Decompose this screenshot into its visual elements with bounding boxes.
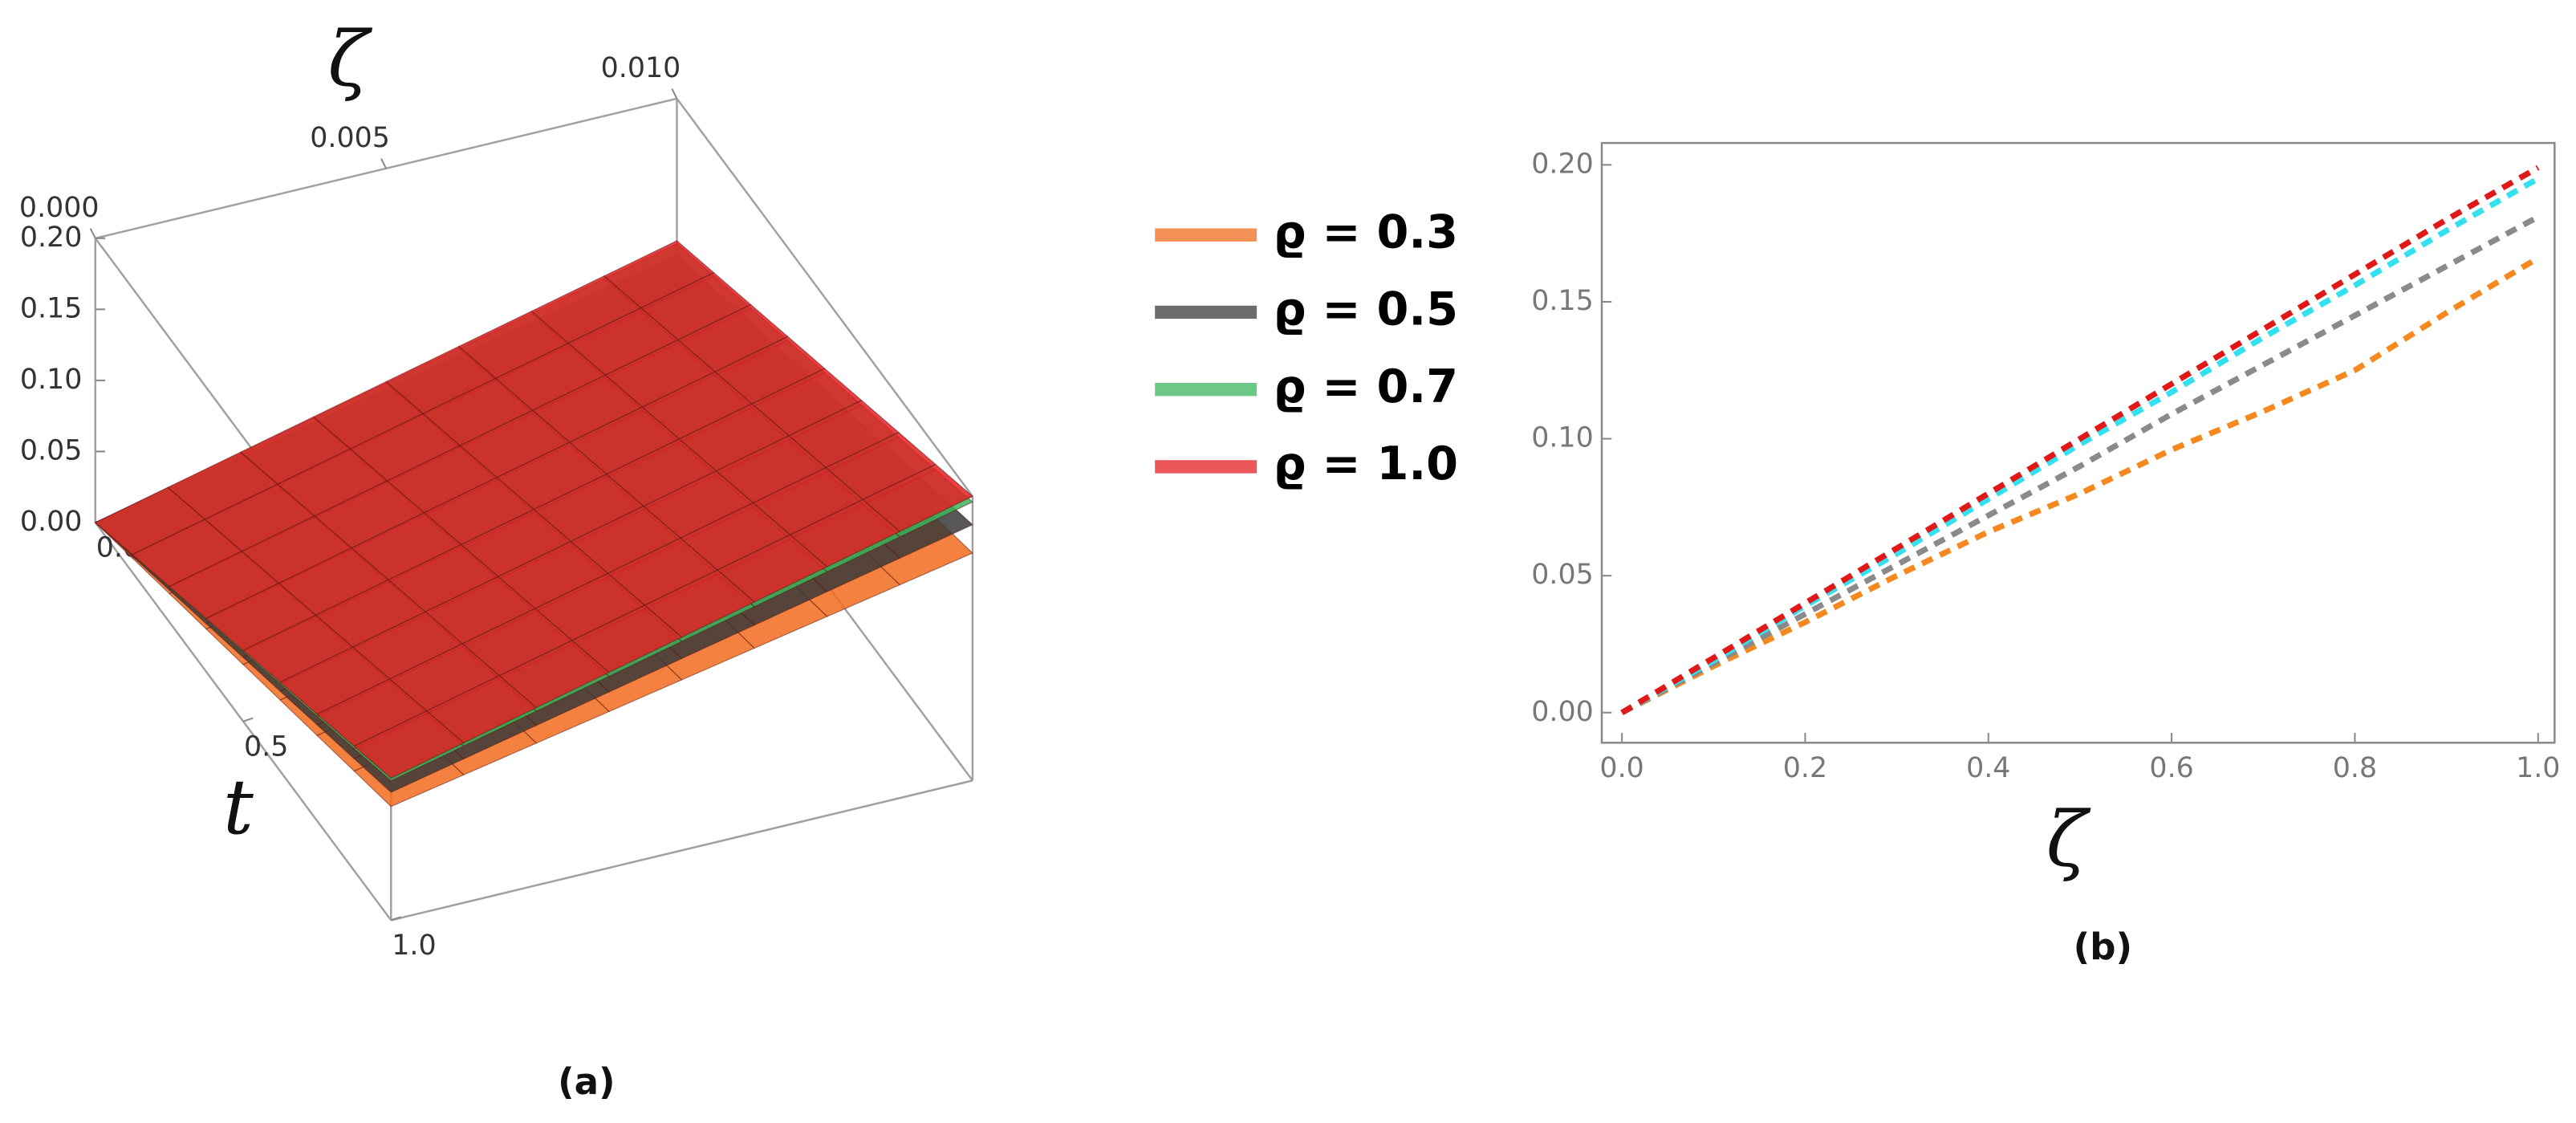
- y-tick: [242, 717, 254, 722]
- y-tick: [390, 916, 401, 922]
- x-tick: [380, 158, 388, 169]
- box-edge: [390, 779, 973, 922]
- x-tick-label: 0.000: [19, 192, 100, 224]
- y-tick-label: 1.0: [392, 930, 436, 962]
- legend-label: ϱ = 0.7: [1274, 360, 1458, 413]
- x-axis-label: ζ: [2046, 797, 2091, 885]
- series-line: [1620, 214, 2540, 715]
- y-tick-label: 0.00: [1531, 696, 1593, 728]
- y-tick-label: 0.05: [1531, 559, 1593, 591]
- legend-label: ϱ = 0.5: [1274, 283, 1458, 336]
- caption: (b): [2074, 926, 2132, 968]
- x-tick-label: 0.6: [2149, 752, 2193, 784]
- box-edge: [676, 98, 973, 497]
- series-line: [1620, 165, 2540, 715]
- x-tick-label: 0.005: [310, 122, 390, 154]
- caption: (a): [558, 1060, 616, 1103]
- z-tick-label: 0.20: [20, 222, 82, 254]
- legend-label: ϱ = 0.3: [1274, 205, 1458, 258]
- x-tick-label: 0.8: [2333, 752, 2377, 784]
- z-tick-label: 0.05: [20, 434, 82, 466]
- x-tick-label: 0.0: [1599, 752, 1644, 784]
- x-tick-label: 1.0: [2516, 752, 2560, 784]
- y-tick-label: 0.15: [1531, 285, 1593, 317]
- x-tick-label: 0.2: [1783, 752, 1827, 784]
- x-tick-label: 0.4: [1966, 752, 2010, 784]
- t-axis-label: t: [223, 764, 254, 852]
- z-tick-label: 0.10: [20, 364, 82, 396]
- z-tick-label: 0.00: [20, 506, 82, 538]
- y-tick-label: 0.5: [244, 730, 288, 763]
- surface-patch: [862, 463, 974, 532]
- plot-frame: [1600, 141, 2556, 744]
- x-tick: [89, 228, 96, 239]
- y-tick-label: 0.10: [1531, 422, 1593, 454]
- x-tick: [671, 88, 678, 100]
- y-tick-label: 0.20: [1531, 148, 1593, 180]
- x-tick-label: 0.010: [601, 52, 681, 84]
- z-axis-label: ζ: [328, 16, 373, 104]
- z-tick-label: 0.15: [20, 292, 82, 324]
- legend-label: ϱ = 1.0: [1274, 437, 1458, 490]
